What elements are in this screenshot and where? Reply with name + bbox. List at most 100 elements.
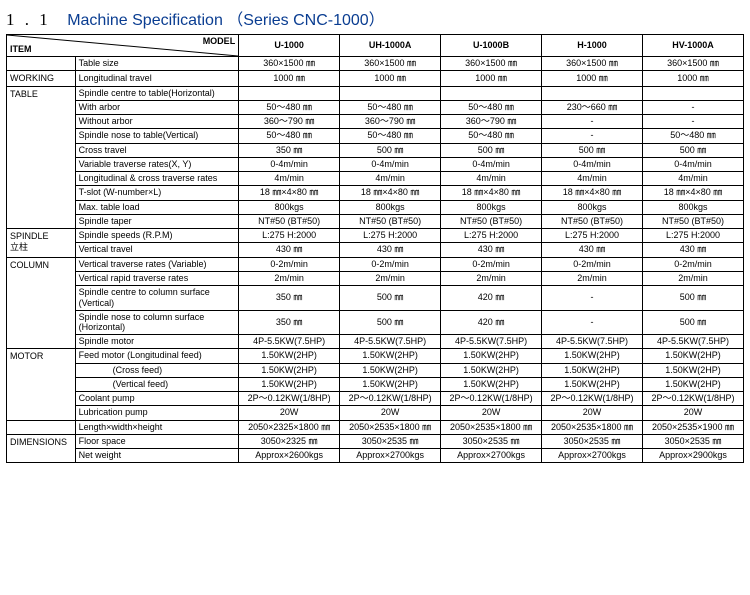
spec-value: 1.50KW(2HP) (340, 363, 441, 377)
spec-label: (Cross feed) (75, 363, 239, 377)
group-label: COLUMN (7, 257, 76, 349)
spec-value: 20W (441, 406, 542, 420)
spec-value: 1.50KW(2HP) (340, 349, 441, 363)
spec-value: 50～480 ㎜ (239, 129, 340, 143)
spec-label: Cross travel (75, 143, 239, 157)
spec-label: Length×width×height (75, 420, 239, 434)
spec-value: 1000 ㎜ (441, 71, 542, 86)
table-row: T-slot (W-number×L) 18 ㎜×4×80 ㎜18 ㎜×4×80 … (7, 186, 744, 200)
spec-value: - (542, 310, 643, 335)
spec-value: 3050×2535 ㎜ (340, 434, 441, 448)
spec-value: 2P～0.12KW(1/8HP) (441, 392, 542, 406)
table-row: Lubrication pump20W20W20W20W20W (7, 406, 744, 420)
spec-value: 50～480 ㎜ (340, 100, 441, 114)
spec-value: 0-2m/min (542, 257, 643, 271)
table-row: Variable traverse rates(X, Y)0-4m/min0-4… (7, 157, 744, 171)
spec-label: Spindle nose to table(Vertical) (75, 129, 239, 143)
spec-table: ITEM MODEL U-1000 UH-1000A U-1000B H-100… (6, 34, 744, 463)
spec-label: Spindle centre to table(Horizontal) (75, 86, 239, 100)
table-row: TABLESpindle centre to table(Horizontal) (7, 86, 744, 100)
spec-value: 4P-5.5KW(7.5HP) (239, 335, 340, 349)
spec-value: 2P～0.12KW(1/8HP) (239, 392, 340, 406)
spec-value: 1.50KW(2HP) (239, 363, 340, 377)
spec-value: 500 ㎜ (643, 286, 744, 311)
table-row: MOTORFeed motor (Longitudinal feed)1.50K… (7, 349, 744, 363)
table-row: SPINDLE 立柱Spindle speeds (R.P.M)L:275 H:… (7, 229, 744, 243)
model-header: HV-1000A (643, 35, 744, 57)
spec-value: 420 ㎜ (441, 310, 542, 335)
spec-value: 1.50KW(2HP) (441, 363, 542, 377)
spec-value: 2m/min (340, 271, 441, 285)
spec-value: L:275 H:2000 (643, 229, 744, 243)
spec-value: L:275 H:2000 (239, 229, 340, 243)
spec-value: 360～790 ㎜ (441, 115, 542, 129)
spec-value: - (542, 129, 643, 143)
spec-label: With arbor (75, 100, 239, 114)
spec-value: 360×1500 ㎜ (542, 57, 643, 71)
model-header: UH-1000A (340, 35, 441, 57)
spec-value: 1000 ㎜ (542, 71, 643, 86)
table-row: Spindle motor4P-5.5KW(7.5HP)4P-5.5KW(7.5… (7, 335, 744, 349)
spec-value: 360×1500 ㎜ (441, 57, 542, 71)
corner-cell: ITEM MODEL (7, 35, 239, 57)
spec-label: Spindle speeds (R.P.M) (75, 229, 239, 243)
spec-value: 350 ㎜ (239, 143, 340, 157)
spec-value: L:275 H:2000 (542, 229, 643, 243)
spec-value: 800kgs (542, 200, 643, 214)
spec-value: 3050×2535 ㎜ (542, 434, 643, 448)
spec-value: - (643, 100, 744, 114)
spec-value: 430 ㎜ (643, 243, 744, 257)
spec-value: 2m/min (542, 271, 643, 285)
spec-value: - (542, 115, 643, 129)
spec-value: Approx×2700kgs (441, 449, 542, 463)
table-row: WORKINGLongitudinal travel1000 ㎜1000 ㎜10… (7, 71, 744, 86)
spec-label: Feed motor (Longitudinal feed) (75, 349, 239, 363)
spec-value: 1.50KW(2HP) (643, 363, 744, 377)
spec-value: 4P-5.5KW(7.5HP) (643, 335, 744, 349)
table-row: Cross travel350 ㎜500 ㎜500 ㎜500 ㎜500 ㎜ (7, 143, 744, 157)
spec-value: 350 ㎜ (239, 310, 340, 335)
spec-value: 4m/min (239, 172, 340, 186)
spec-label: T-slot (W-number×L) (75, 186, 239, 200)
spec-value (643, 86, 744, 100)
spec-value: 360×1500 ㎜ (340, 57, 441, 71)
spec-value: 0-4m/min (643, 157, 744, 171)
spec-value: 18 ㎜×4×80 ㎜ (643, 186, 744, 200)
spec-value: 1.50KW(2HP) (643, 377, 744, 391)
spec-value: 4m/min (441, 172, 542, 186)
corner-model-label: MODEL (203, 36, 236, 47)
table-row: COLUMNVertical traverse rates (Variable)… (7, 257, 744, 271)
table-row: Net weightApprox×2600kgsApprox×2700kgsAp… (7, 449, 744, 463)
spec-value: 50～480 ㎜ (441, 100, 542, 114)
spec-value: 800kgs (643, 200, 744, 214)
spec-value: 500 ㎜ (643, 310, 744, 335)
table-row: Vertical rapid traverse rates2m/min2m/mi… (7, 271, 744, 285)
spec-value: 0-4m/min (239, 157, 340, 171)
spec-value: 500 ㎜ (643, 143, 744, 157)
group-label: DIMENSIONS (7, 434, 76, 463)
table-row: Without arbor360～790 ㎜360～790 ㎜360～790 ㎜… (7, 115, 744, 129)
spec-value: 0-4m/min (340, 157, 441, 171)
spec-value: 20W (239, 406, 340, 420)
spec-value: 50～480 ㎜ (643, 129, 744, 143)
spec-value: 2m/min (441, 271, 542, 285)
spec-value: 1.50KW(2HP) (441, 349, 542, 363)
spec-value: 1.50KW(2HP) (542, 377, 643, 391)
spec-value: 0-4m/min (542, 157, 643, 171)
spec-value: NT#50 (BT#50) (643, 214, 744, 228)
spec-value: 2050×2535×1800 ㎜ (542, 420, 643, 434)
model-header: U-1000 (239, 35, 340, 57)
spec-value: 500 ㎜ (340, 143, 441, 157)
spec-value: 500 ㎜ (340, 310, 441, 335)
spec-value: 1.50KW(2HP) (239, 349, 340, 363)
spec-label: Longitudinal travel (75, 71, 239, 86)
spec-value: 230～660 ㎜ (542, 100, 643, 114)
spec-value: 4P-5.5KW(7.5HP) (441, 335, 542, 349)
spec-value: 1000 ㎜ (643, 71, 744, 86)
spec-value (441, 86, 542, 100)
spec-value: 500 ㎜ (441, 143, 542, 157)
spec-value: 3050×2535 ㎜ (643, 434, 744, 448)
spec-value: 18 ㎜×4×80 ㎜ (542, 186, 643, 200)
spec-value: NT#50 (BT#50) (441, 214, 542, 228)
table-row: Spindle nose to column surface (Horizont… (7, 310, 744, 335)
